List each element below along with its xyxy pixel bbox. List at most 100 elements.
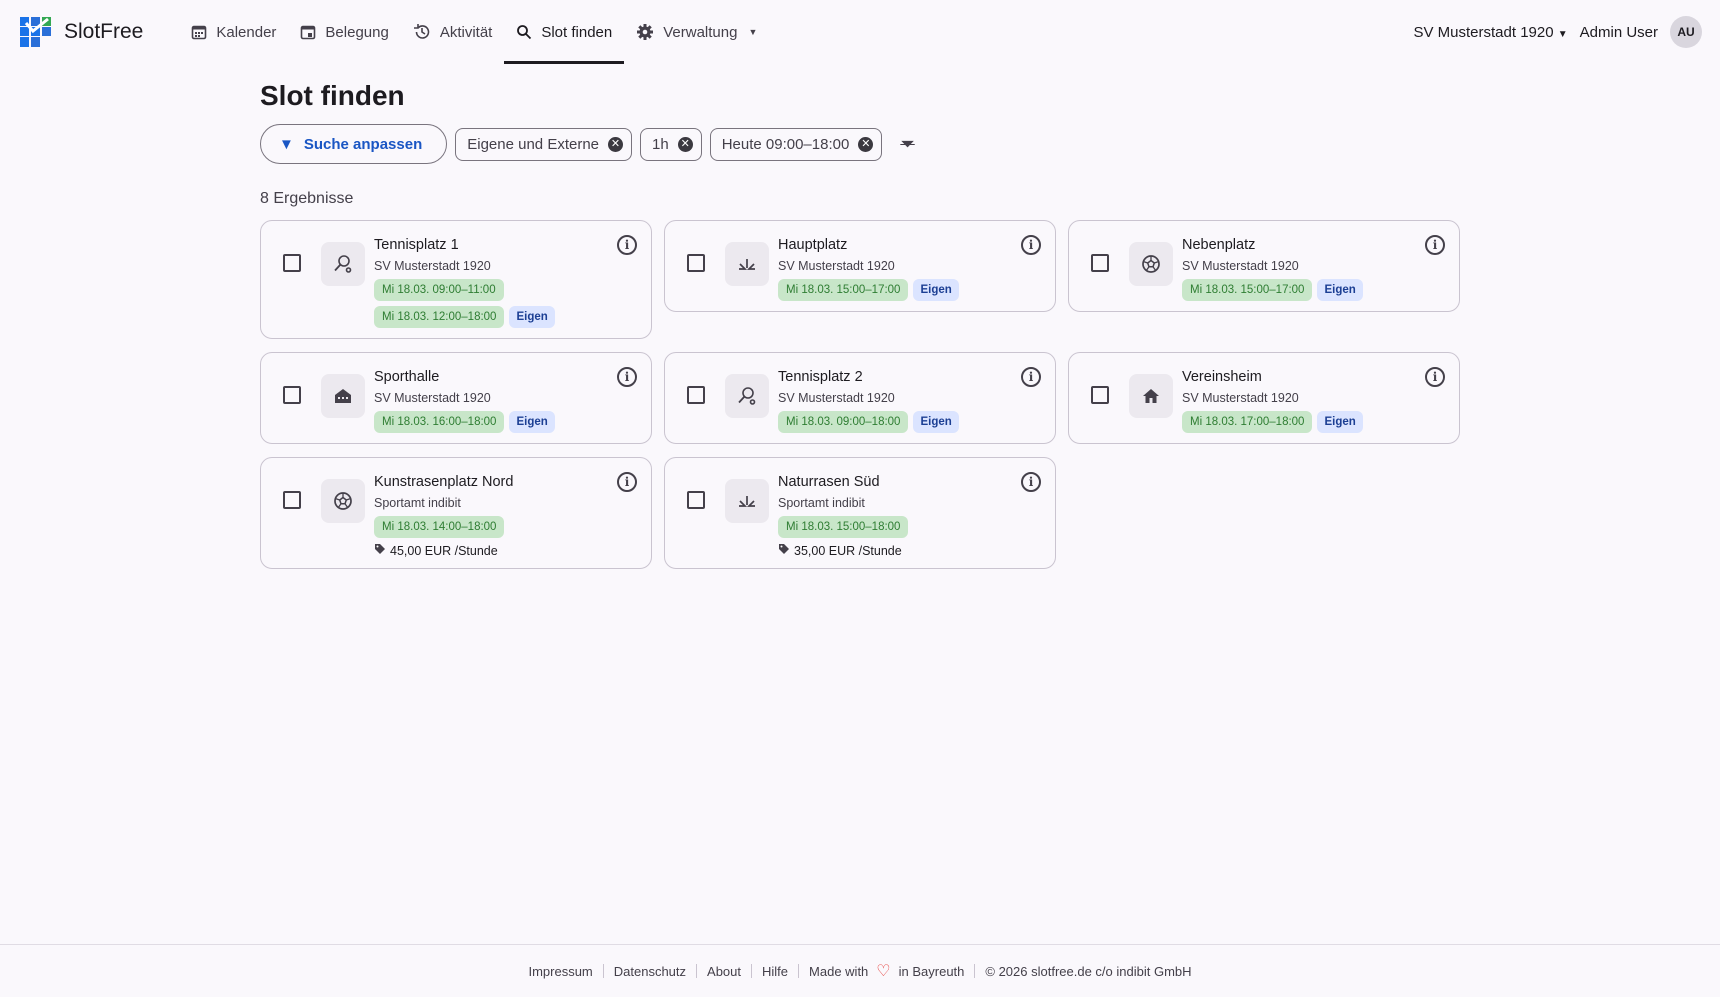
price-label: 35,00 EUR /Stunde [794, 543, 902, 558]
divider [974, 964, 976, 978]
slot-chip[interactable]: Mi 18.03. 09:00–11:00 [374, 279, 504, 301]
footer-link[interactable]: Hilfe [762, 963, 789, 979]
tag-icon [778, 543, 790, 558]
remove-chip-icon[interactable]: ✕ [608, 136, 624, 152]
slot-chip[interactable]: Mi 18.03. 16:00–18:00 [374, 411, 505, 433]
filter-chip[interactable]: 1h ✕ [640, 127, 702, 161]
info-icon[interactable]: i [1425, 235, 1445, 255]
footer-link[interactable]: Impressum [528, 963, 593, 979]
own-badge: Eigen [509, 411, 555, 433]
result-count: 8 Ergebnisse [260, 190, 354, 207]
filter-chip[interactable]: Heute 09:00–18:00 ✕ [709, 127, 883, 161]
nav-item-verwaltung[interactable]: Verwaltung ▼ [624, 0, 769, 64]
info-icon[interactable]: i [1425, 367, 1445, 387]
select-checkbox[interactable] [283, 254, 301, 272]
result-card[interactable]: Sporthalle SV Musterstadt 1920 Mi 18.03. 1… [260, 352, 652, 444]
result-card[interactable]: Naturrasen Süd Sportamt indibit Mi 18.03. … [664, 457, 1056, 569]
remove-chip-icon[interactable]: ✕ [858, 136, 874, 152]
slot-chip[interactable]: Mi 18.03. 15:00–17:00 [778, 279, 909, 301]
own-badge: Eigen [1317, 279, 1363, 301]
search-icon [516, 24, 532, 40]
grass-icon [725, 479, 769, 523]
divider [798, 964, 800, 978]
resource-org: Sportamt indibit [778, 496, 865, 510]
app-logo[interactable]: SlotFree [20, 17, 143, 47]
resource-org: SV Musterstadt 1920 [1182, 391, 1299, 405]
calendar-icon [191, 24, 207, 40]
adjust-search-button[interactable]: ▼ Suche anpassen [260, 124, 448, 164]
result-card[interactable]: Tennisplatz 1 SV Musterstadt 1920 Mi 18.03… [260, 220, 652, 339]
slotfree-logo-icon [20, 17, 51, 47]
adjust-search-label: Suche anpassen [303, 135, 423, 153]
copyright: © 2026 slotfree.de c/o indibit GmbH [985, 963, 1192, 979]
club-selector[interactable]: SV Musterstadt 1920 ▼ [1413, 24, 1567, 41]
select-checkbox[interactable] [283, 386, 301, 404]
slot-chip[interactable]: Mi 18.03. 14:00–18:00 [374, 516, 505, 538]
select-checkbox[interactable] [283, 491, 301, 509]
result-card[interactable]: Hauptplatz SV Musterstadt 1920 Mi 18.03. 1… [664, 220, 1056, 312]
slot-chip[interactable]: Mi 18.03. 15:00–17:00 [1182, 279, 1313, 301]
nav-item-belegung[interactable]: Belegung [288, 0, 400, 64]
footer-link[interactable]: About [707, 963, 742, 979]
nav-label: Belegung [325, 23, 389, 41]
caret-down-icon: ▼ [1557, 28, 1568, 40]
slot-chip[interactable]: Mi 18.03. 15:00–18:00 [778, 516, 909, 538]
price-label: 45,00 EUR /Stunde [390, 543, 498, 558]
resource-name: Sporthalle [374, 369, 440, 385]
info-icon[interactable]: i [617, 472, 637, 492]
clear-filters-icon[interactable]: ⏷ [900, 133, 915, 154]
resource-name: Tennisplatz 1 [374, 237, 459, 253]
gear-icon [636, 23, 654, 41]
footer-link[interactable]: Datenschutz [613, 963, 687, 979]
soccer-ball-icon [321, 479, 365, 523]
heart-icon: ♡ [876, 963, 891, 980]
user-name[interactable]: Admin User [1579, 23, 1658, 41]
slot-chip[interactable]: Mi 18.03. 09:00–18:00 [778, 411, 909, 433]
result-card[interactable]: Kunstrasenplatz Nord Sportamt indibit Mi 1… [260, 457, 652, 569]
club-name: SV Musterstadt 1920 [1413, 23, 1554, 41]
remove-chip-icon[interactable]: ✕ [677, 136, 693, 152]
nav-label: Verwaltung [663, 23, 738, 41]
avatar[interactable]: AU [1670, 16, 1702, 48]
info-icon[interactable]: i [1021, 367, 1041, 387]
history-icon [413, 23, 431, 41]
info-icon[interactable]: i [1021, 472, 1041, 492]
resource-name: Vereinsheim [1182, 369, 1262, 385]
chip-label: Eigene und Externe [467, 135, 600, 153]
filter-chip[interactable]: Eigene und Externe ✕ [455, 127, 633, 161]
select-checkbox[interactable] [1091, 386, 1109, 404]
result-card[interactable]: Tennisplatz 2 SV Musterstadt 1920 Mi 18.03… [664, 352, 1056, 444]
result-card[interactable]: Vereinsheim SV Musterstadt 1920 Mi 18.03. … [1068, 352, 1460, 444]
nav-item-slot-finden[interactable]: Slot finden [504, 0, 625, 64]
select-checkbox[interactable] [687, 254, 705, 272]
chip-label: 1h [652, 135, 669, 153]
nav-item-aktivität[interactable]: Aktivität [401, 0, 505, 64]
nav-item-kalender[interactable]: Kalender [179, 0, 288, 64]
nav-label: Kalender [216, 23, 277, 41]
app-name: SlotFree [64, 20, 144, 43]
info-icon[interactable]: i [617, 235, 637, 255]
filter-bar: ▼ Suche anpassen Eigene und Externe ✕ 1h ✕ He… [260, 124, 1460, 164]
slot-chip[interactable]: Mi 18.03. 17:00–18:00 [1182, 411, 1313, 433]
resource-org: SV Musterstadt 1920 [374, 391, 491, 405]
divider [751, 964, 753, 978]
info-icon[interactable]: i [617, 367, 637, 387]
slot-chip[interactable]: Mi 18.03. 12:00–18:00 [374, 306, 505, 328]
resource-name: Kunstrasenplatz Nord [374, 474, 514, 490]
tennis-icon [321, 242, 365, 286]
select-checkbox[interactable] [1091, 254, 1109, 272]
chip-label: Heute 09:00–18:00 [721, 135, 850, 153]
own-badge: Eigen [913, 279, 959, 301]
price: 45,00 EUR /Stunde [374, 543, 498, 558]
select-checkbox[interactable] [687, 491, 705, 509]
result-card[interactable]: Nebenplatz SV Musterstadt 1920 Mi 18.03. 1… [1068, 220, 1460, 312]
resource-name: Hauptplatz [778, 237, 848, 253]
calendar-day-icon [300, 24, 316, 40]
resource-org: SV Musterstadt 1920 [1182, 259, 1299, 273]
select-checkbox[interactable] [687, 386, 705, 404]
divider [696, 964, 698, 978]
resource-name: Naturrasen Süd [778, 474, 880, 490]
divider [602, 964, 604, 978]
resource-org: SV Musterstadt 1920 [778, 391, 895, 405]
info-icon[interactable]: i [1021, 235, 1041, 255]
